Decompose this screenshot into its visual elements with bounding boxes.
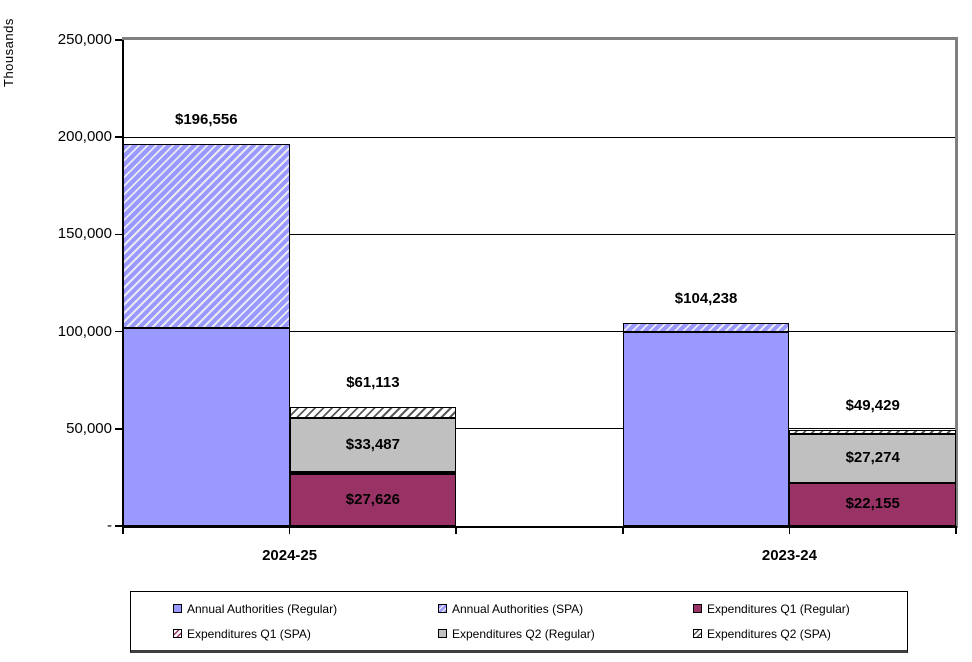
legend-swatch-annual-authorities-regular (173, 604, 182, 613)
x-tick-mark (122, 526, 124, 534)
legend-label: Expenditures Q1 (Regular) (707, 601, 850, 616)
legend-item: Annual Authorities (Regular) (173, 602, 438, 616)
x-tick-mark (455, 526, 457, 534)
legend-label: Expenditures Q1 (SPA) (187, 626, 311, 641)
y-axis-line (121, 38, 124, 528)
x-tick-mark (788, 526, 791, 534)
y-tick-label: - (107, 517, 112, 534)
bar-total-label: $196,556 (175, 110, 238, 128)
x-tick-mark (955, 526, 957, 534)
gridline (123, 331, 956, 333)
segment-value-label: $27,626 (345, 491, 400, 509)
bar-segment (622, 331, 790, 526)
category-label: 2023-24 (761, 547, 817, 564)
legend-swatch-expenditures-q2-regular (438, 629, 447, 638)
y-tick-mark (115, 330, 122, 333)
y-tick-label: 100,000 (57, 322, 112, 340)
bar-total-label: $61,113 (346, 374, 400, 392)
y-tick-mark (115, 525, 122, 527)
bar-segment (789, 433, 956, 483)
legend-item: Expenditures Q1 (Regular) (693, 602, 907, 616)
legend-swatch-expenditures-q1-regular (693, 604, 702, 613)
gridline (123, 233, 956, 235)
bar-segment (289, 472, 457, 475)
bar-segment (289, 417, 457, 473)
y-axis-title: Thousands (1, 18, 16, 88)
bar-segment (289, 407, 457, 418)
x-tick-mark (622, 526, 624, 534)
y-tick-mark (115, 39, 122, 41)
legend-item: Expenditures Q1 (SPA) (173, 627, 438, 641)
y-tick-mark (115, 233, 122, 236)
legend-swatch-expenditures-q1-spa (173, 629, 182, 638)
bar-total-label: $49,429 (845, 396, 900, 414)
legend-item: Annual Authorities (SPA) (438, 602, 693, 616)
segment-value-label: $22,155 (845, 495, 900, 513)
bar-segment (289, 474, 457, 526)
bar-segment (789, 482, 956, 526)
y-tick-label: 200,000 (57, 128, 112, 146)
legend-swatch-annual-authorities-spa (438, 604, 447, 613)
y-tick-label: 50,000 (66, 419, 112, 437)
bar-total-label: $104,238 (674, 290, 738, 308)
y-tick-mark (115, 428, 122, 430)
segment-value-label: $27,274 (845, 449, 900, 467)
bar-segment (123, 143, 290, 328)
y-tick-label: 250,000 (57, 31, 112, 48)
legend-item: Expenditures Q2 (SPA) (693, 627, 907, 641)
legend-item: Expenditures Q2 (Regular) (438, 627, 693, 641)
legend-label: Expenditures Q2 (Regular) (452, 626, 595, 641)
x-axis-line (121, 526, 958, 528)
legend-label: Annual Authorities (SPA) (452, 601, 584, 616)
gridline (123, 136, 956, 138)
legend: Annual Authorities (Regular) Annual Autho… (130, 591, 908, 653)
bar-segment (123, 327, 290, 526)
y-tick-mark (115, 136, 122, 138)
plot-area: $196,556 $27,626 $33,487 $61,113 $104,238 $22… (123, 40, 956, 526)
x-tick-mark (288, 526, 291, 534)
y-tick-label: 150,000 (57, 225, 112, 243)
gridline (123, 428, 956, 430)
legend-label: Annual Authorities (Regular) (187, 601, 338, 616)
bar-segment (789, 429, 956, 434)
segment-value-label: $33,487 (345, 436, 400, 454)
legend-swatch-expenditures-q2-spa (693, 629, 702, 638)
bar-segment (622, 323, 790, 332)
plot-border-top (121, 37, 958, 40)
plot-border-right (955, 37, 958, 528)
legend-label: Expenditures Q2 (SPA) (707, 626, 831, 641)
category-label: 2024-25 (262, 547, 318, 564)
